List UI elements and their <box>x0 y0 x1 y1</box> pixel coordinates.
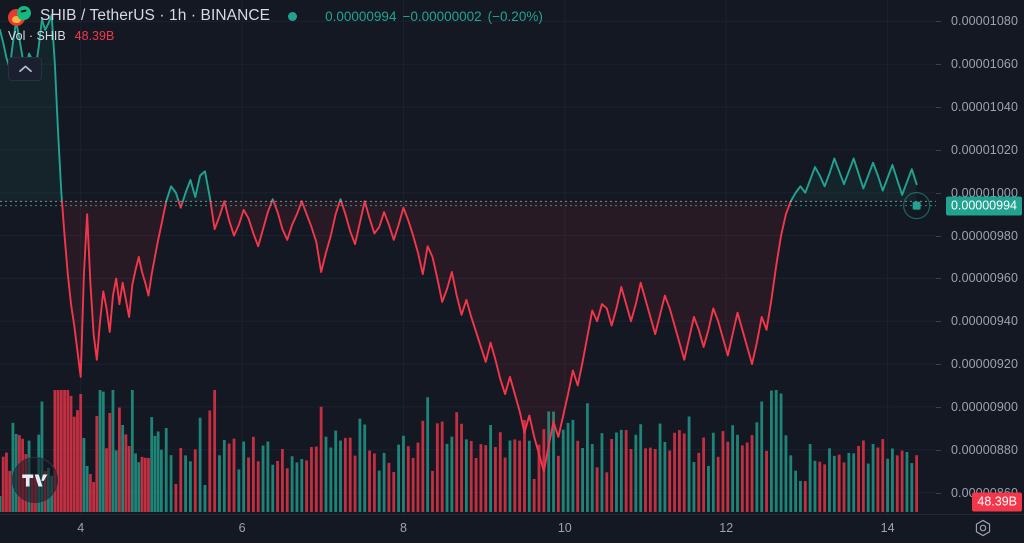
price-tick-label: 0.00001080 <box>950 14 1018 29</box>
symbol-title[interactable]: SHIB / TetherUS · 1h · BINANCE <box>40 7 271 24</box>
price-tick-label: 0.00000960 <box>950 271 1018 286</box>
time-tick-label: 12 <box>719 521 734 535</box>
price-tick-dash <box>936 449 941 451</box>
last-price: 0.00000994 <box>325 8 397 24</box>
price-tick-dash <box>936 406 941 408</box>
time-tick-label: 4 <box>77 521 85 535</box>
price-tick-label: 0.00001040 <box>950 100 1018 115</box>
time-tick-label: 6 <box>238 521 246 535</box>
change-pct: (−0.20%) <box>487 8 543 24</box>
change-abs: −0.00000002 <box>402 8 482 24</box>
shib-tether-pair-icon <box>8 4 36 26</box>
price-tick-dash <box>936 235 941 237</box>
price-tick-dash <box>936 149 941 151</box>
time-scale[interactable]: 4 6 8 10 12 14 <box>0 514 1024 543</box>
volume-value-badge[interactable]: 48.39B <box>972 492 1022 512</box>
legend-symbol-row[interactable]: SHIB / TetherUS · 1h · BINANCE 0.0000099… <box>8 4 543 28</box>
tradingview-logo <box>12 457 58 503</box>
price-tick-label: 0.00000980 <box>950 228 1018 243</box>
settings-hexagon-glyph <box>975 519 991 537</box>
collapse-pane-button[interactable] <box>8 57 42 81</box>
price-tick-label: 0.00000900 <box>950 399 1018 414</box>
price-tick-dash <box>936 192 941 194</box>
price-line-series <box>0 14 936 473</box>
price-tick-label: 0.00000940 <box>950 314 1018 329</box>
market-open-dot <box>288 11 298 21</box>
chart-legend: SHIB / TetherUS · 1h · BINANCE 0.0000099… <box>8 4 543 47</box>
price-tick-dash <box>936 364 941 366</box>
chart-plot-area[interactable] <box>0 0 936 514</box>
price-tick-label: 0.00000880 <box>950 442 1018 457</box>
price-tick-label: 0.00001060 <box>950 57 1018 72</box>
quote-values: 0.00000994 −0.00000002 (−0.20%) <box>325 9 543 24</box>
price-tick-dash <box>936 278 941 280</box>
price-tick-dash <box>936 492 941 494</box>
price-tick-dash <box>936 321 941 323</box>
volume-study-title: Vol · SHIB <box>8 29 66 43</box>
price-tick-dash <box>936 64 941 66</box>
chevron-up-icon <box>18 65 32 73</box>
quote-group: 0.00000994 −0.00000002 (−0.20%) <box>288 9 543 24</box>
price-tick-label: 0.00000920 <box>950 357 1018 372</box>
price-tick-dash <box>936 107 941 109</box>
legend-volume-row[interactable]: Vol · SHIB 48.39B <box>8 29 543 47</box>
price-tick-dash <box>936 21 941 23</box>
time-tick-label: 10 <box>557 521 572 535</box>
tradingview-logo-icon <box>22 473 48 487</box>
volume-study-value: 48.39B <box>74 29 115 43</box>
time-tick-label: 14 <box>880 521 895 535</box>
price-scale[interactable]: 0.00001080 0.00001060 0.00001040 0.00001020… <box>936 0 1024 514</box>
tether-coin-icon <box>15 4 33 22</box>
chart-settings-hexagon-icon[interactable] <box>970 515 996 541</box>
price-tick-label: 0.00001020 <box>950 142 1018 157</box>
last-price-badge[interactable]: 0.00000994 <box>945 196 1022 216</box>
time-tick-label: 8 <box>399 521 407 535</box>
